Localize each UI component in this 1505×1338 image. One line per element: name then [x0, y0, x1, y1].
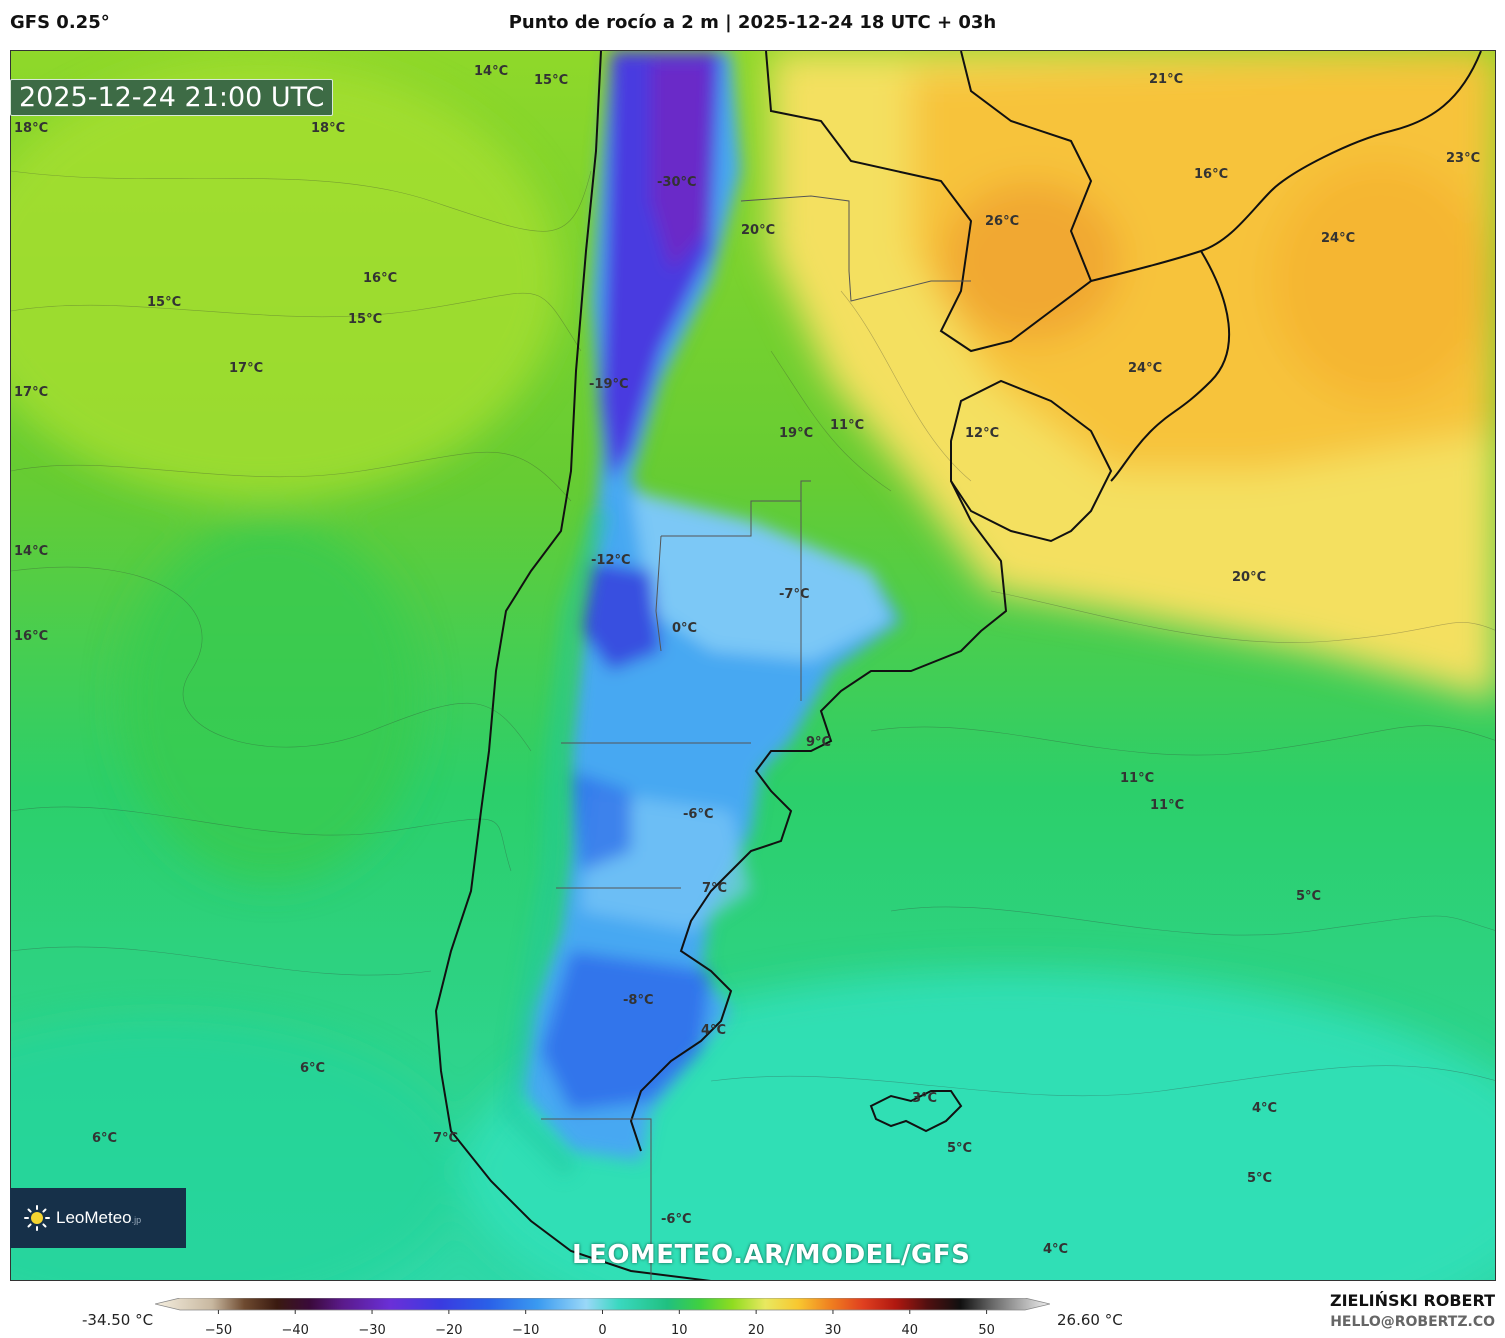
- colorbar-tick-label: −10: [512, 1323, 539, 1338]
- temp-label: -7°C: [779, 587, 810, 602]
- temp-label: 11°C: [830, 418, 865, 433]
- temp-label: 24°C: [1128, 361, 1163, 376]
- temp-label: -8°C: [623, 993, 654, 1008]
- scale-min-label: -34.50 °C: [82, 1311, 154, 1329]
- temp-label: 17°C: [229, 361, 264, 376]
- temp-label: 6°C: [92, 1131, 118, 1146]
- temp-label: 12°C: [965, 426, 1000, 441]
- temp-label: 5°C: [947, 1141, 973, 1156]
- dewpoint-field: [11, 51, 1495, 1280]
- temp-label: 14°C: [474, 64, 509, 79]
- colorbar-tick-label: 50: [978, 1323, 995, 1338]
- temp-label: 4°C: [1252, 1101, 1278, 1116]
- temp-label: 15°C: [534, 73, 569, 88]
- temp-label: -6°C: [661, 1212, 692, 1227]
- temp-label: 0°C: [672, 621, 698, 636]
- colorbar-tick-label: −30: [358, 1323, 385, 1338]
- colorbar: −50 −40 −30 −20 −10 0 10 20 30 40 50: [155, 1298, 1050, 1338]
- colorbar-tick-label: 40: [901, 1323, 918, 1338]
- temp-label: 6°C: [300, 1061, 326, 1076]
- temp-label: 19°C: [779, 426, 814, 441]
- colorbar-tick-label: 0: [598, 1323, 606, 1338]
- sun-icon: [24, 1205, 50, 1231]
- author-name: ZIELIŃSKI ROBERT: [1329, 1291, 1495, 1310]
- scale-max-label: 26.60 °C: [1057, 1311, 1123, 1329]
- colorbar-tick-label: 30: [825, 1323, 842, 1338]
- temp-label: 11°C: [1120, 771, 1155, 786]
- temp-label: 9°C: [806, 735, 832, 750]
- temp-label: 7°C: [702, 881, 728, 896]
- logo-text: LeoMeteo.jp: [56, 1208, 142, 1227]
- colorbar-tick-label: −20: [435, 1323, 462, 1338]
- temp-label: 16°C: [1194, 167, 1229, 182]
- temp-label: 14°C: [14, 544, 49, 559]
- temp-label: 3°C: [912, 1091, 938, 1106]
- colorbar-tick-label: 10: [671, 1323, 688, 1338]
- temp-label: 17°C: [14, 385, 49, 400]
- temp-label: -19°C: [589, 377, 629, 392]
- leometeo-logo: LeoMeteo.jp: [10, 1188, 186, 1248]
- temp-label: -30°C: [657, 175, 697, 190]
- temp-label: 21°C: [1149, 72, 1184, 87]
- colorbar-tick-label: −40: [282, 1323, 309, 1338]
- temp-label: 18°C: [311, 121, 346, 136]
- temp-label: 5°C: [1296, 889, 1322, 904]
- temp-label: 7°C: [433, 1131, 459, 1146]
- temp-label: -12°C: [591, 553, 631, 568]
- temp-label: 11°C: [1150, 798, 1185, 813]
- temp-label: 15°C: [147, 295, 182, 310]
- map-panel: 14°C 15°C 18°C 18°C 21°C 23°C -30°C 16°C…: [10, 50, 1496, 1281]
- watermark-url: LEOMETEO.AR/MODEL/GFS: [572, 1240, 971, 1270]
- valid-time-badge: 2025-12-24 21:00 UTC: [10, 79, 334, 116]
- author-email: HELLO@ROBERTZ.CO: [1330, 1314, 1495, 1330]
- temp-label: 16°C: [363, 271, 398, 286]
- temp-label: -6°C: [683, 807, 714, 822]
- temp-label: 23°C: [1446, 151, 1481, 166]
- temp-label: 15°C: [348, 312, 383, 327]
- temp-label: 4°C: [701, 1023, 727, 1038]
- temp-label: 4°C: [1043, 1242, 1069, 1257]
- model-label: GFS 0.25°: [10, 12, 110, 33]
- colorbar-tick-label: 20: [748, 1323, 765, 1338]
- temp-label: 24°C: [1321, 231, 1356, 246]
- temp-label: 5°C: [1247, 1171, 1273, 1186]
- temp-label: 18°C: [14, 121, 49, 136]
- map-title: Punto de rocío a 2 m | 2025-12-24 18 UTC…: [508, 12, 997, 33]
- temp-label: 20°C: [1232, 570, 1267, 585]
- temp-label: 16°C: [14, 629, 49, 644]
- temp-label: 26°C: [985, 214, 1020, 229]
- temp-label: 20°C: [741, 223, 776, 238]
- colorbar-tick-label: −50: [205, 1323, 232, 1338]
